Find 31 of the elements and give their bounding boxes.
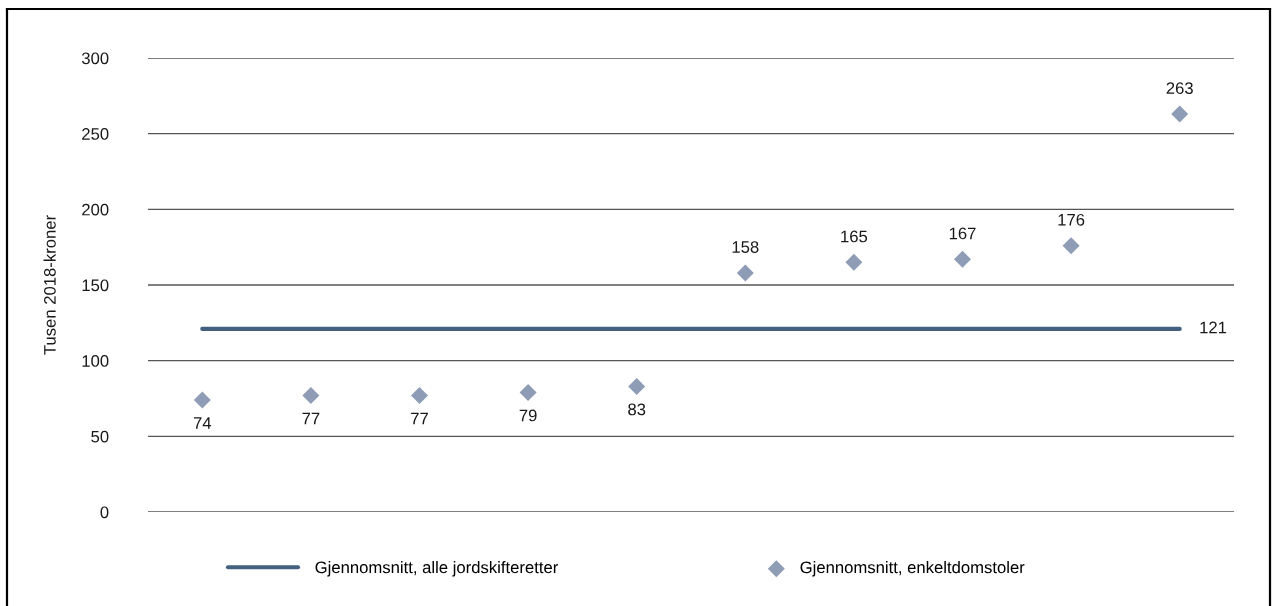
y-axis-title: Tusen 2018-kroner [43, 215, 56, 355]
y-tick-label: 100 [82, 355, 109, 367]
legend-label: Gjennomsnitt, alle jordskifteretter [315, 561, 559, 577]
data-label: 176 [1058, 213, 1085, 226]
point [845, 253, 863, 271]
y-tick-label: 150 [82, 279, 109, 292]
data-label: 74 [193, 417, 212, 429]
y-tick-label: 300 [81, 52, 109, 65]
data-label: 263 [1166, 82, 1193, 95]
point [628, 377, 646, 395]
y-tick-label: 0 [100, 506, 109, 519]
y-tick-label: 250 [82, 128, 109, 140]
data-label: 121 [1200, 321, 1227, 334]
data-label: 83 [628, 403, 646, 416]
point [519, 383, 537, 401]
point [302, 386, 320, 404]
point [736, 264, 754, 282]
y-tick-label: 50 [91, 430, 109, 443]
data-label: 167 [949, 227, 976, 240]
point [410, 386, 429, 404]
data-label: 158 [732, 241, 759, 253]
data-label: 165 [841, 230, 868, 243]
y-tick-label: 200 [82, 203, 109, 216]
point [193, 391, 211, 409]
point [953, 250, 972, 268]
data-label: 77 [411, 412, 428, 425]
point [1171, 105, 1189, 123]
point [1062, 237, 1080, 255]
data-label: 77 [302, 412, 320, 425]
data-label: 79 [519, 409, 537, 422]
legend-label: Gjennomsnitt, enkeltdomstoler [800, 561, 1025, 577]
